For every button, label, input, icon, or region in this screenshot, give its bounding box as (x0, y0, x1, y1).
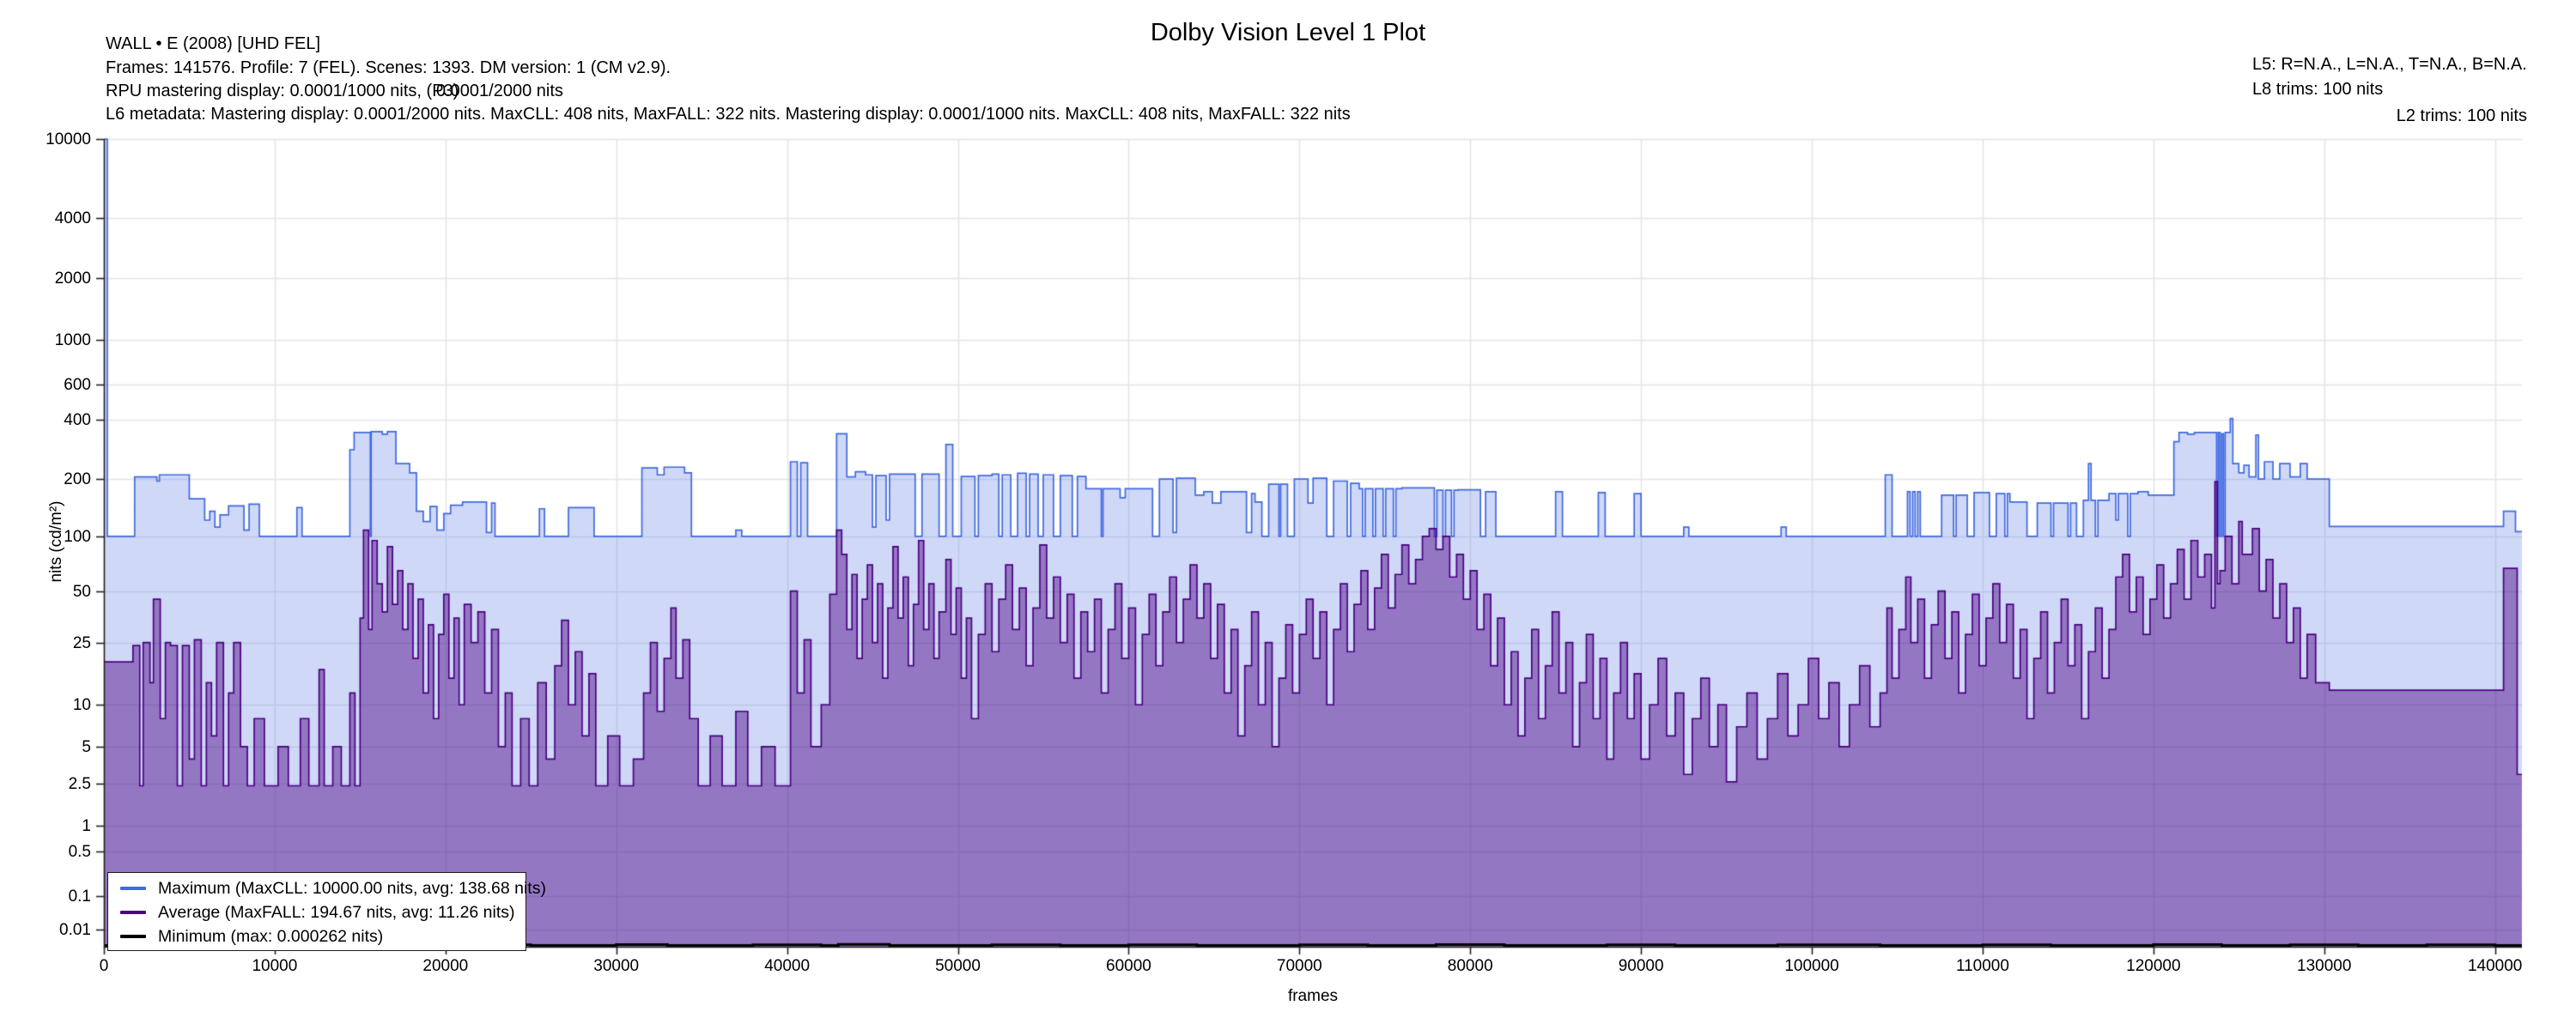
x-axis-title: frames (1287, 987, 1339, 1005)
page-title: Dolby Vision Level 1 Plot (1150, 19, 1426, 46)
y-tick-label: 0.1 (68, 888, 91, 906)
rpu-mastering-display-line: RPU mastering display: 0.0001/1000 nits,… (106, 82, 563, 101)
y-tick-label: 5 (82, 737, 91, 756)
x-tick-label: 70000 (1276, 957, 1322, 975)
x-tick-label: 80000 (1447, 957, 1493, 975)
legend-item-minimum: Minimum (max: 0.000262 nits) (120, 927, 383, 946)
y-tick-label: 2.5 (68, 775, 91, 794)
legend-box: Maximum (MaxCLL: 10000.00 nits, avg: 138… (107, 872, 546, 951)
l6-metadata-line: L6 metadata: Mastering display: 0.0001/2… (106, 105, 1351, 124)
x-tick-label: 140000 (2467, 957, 2523, 975)
y-tick-label: 400 (64, 410, 91, 429)
frames-profile-line: Frames: 141576. Profile: 7 (FEL). Scenes… (106, 58, 671, 77)
minimum-line-swatch-icon (120, 935, 146, 938)
rpu-mastering-display-text: RPU mastering display: 0.0001/1000 nits,… (106, 82, 459, 100)
y-tick-label: 1000 (54, 330, 91, 349)
y-tick-label: 4000 (54, 209, 91, 227)
x-tick-label: 60000 (1106, 957, 1151, 975)
y-tick-label: 10 (72, 695, 91, 714)
y-tick-label: 0.5 (68, 843, 91, 862)
x-tick-label: 130000 (2297, 957, 2352, 975)
movie-title-line: WALL • E (2008) [UHD FEL] (106, 34, 321, 53)
legend-item-average: Average (MaxFALL: 194.67 nits, avg: 11.2… (120, 903, 515, 922)
x-tick-label: 30000 (593, 957, 640, 975)
x-tick-label: 0 (99, 957, 109, 975)
rpu-mastering-display-overlap-text: 0.0001/2000 nits (436, 82, 563, 100)
maximum-line-swatch-icon (120, 887, 146, 890)
x-tick-label: 110000 (1955, 957, 2009, 975)
y-tick-label: 0.01 (59, 920, 91, 939)
l5-trims-line: L5: R=N.A., L=N.A., T=N.A., B=N.A. (2252, 55, 2527, 74)
l8-trims-line: L8 trims: 100 nits (2252, 80, 2384, 99)
y-tick-label: 25 (72, 633, 91, 652)
x-tick-label: 20000 (422, 957, 469, 975)
y-tick-label: 50 (72, 582, 91, 601)
l2-trims-line: L2 trims: 100 nits (2396, 106, 2527, 125)
legend-label-maximum: Maximum (MaxCLL: 10000.00 nits, avg: 138… (158, 878, 546, 898)
y-tick-label: 10000 (46, 130, 91, 148)
legend-label-minimum: Minimum (max: 0.000262 nits) (158, 926, 384, 946)
x-tick-label: 50000 (935, 957, 981, 975)
y-tick-label: 2000 (54, 270, 91, 288)
y-tick-label: 200 (64, 470, 91, 489)
average-line-swatch-icon (120, 911, 146, 914)
x-tick-label: 90000 (1618, 957, 1664, 975)
x-tick-label: 120000 (2126, 957, 2181, 975)
y-tick-label: 600 (64, 375, 91, 394)
legend-label-average: Average (MaxFALL: 194.67 nits, avg: 11.2… (158, 902, 515, 922)
y-tick-label: 1 (82, 816, 91, 835)
x-tick-label: 10000 (252, 957, 298, 975)
y-tick-label: 100 (64, 527, 91, 546)
legend-item-maximum: Maximum (MaxCLL: 10000.00 nits, avg: 138… (120, 879, 546, 898)
x-tick-label: 40000 (764, 957, 811, 975)
x-tick-label: 100000 (1784, 957, 1839, 975)
